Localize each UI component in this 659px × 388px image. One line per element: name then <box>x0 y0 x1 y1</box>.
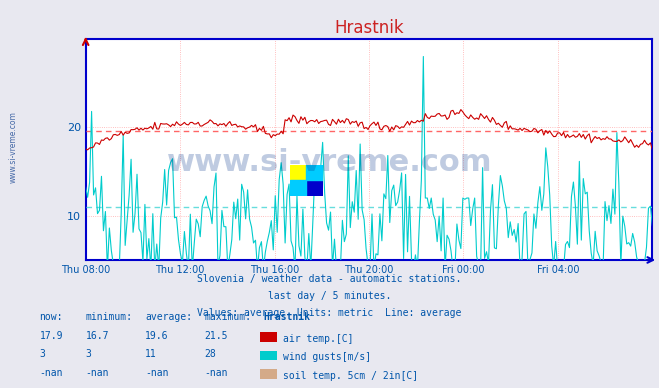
Text: -nan: -nan <box>204 386 228 388</box>
Text: 3: 3 <box>40 349 45 359</box>
Text: -nan: -nan <box>204 368 228 378</box>
Text: -nan: -nan <box>40 368 63 378</box>
Text: wind gusts[m/s]: wind gusts[m/s] <box>283 352 372 362</box>
Text: Slovenia / weather data - automatic stations.: Slovenia / weather data - automatic stat… <box>197 274 462 284</box>
Text: maximum:: maximum: <box>204 312 251 322</box>
Text: 21.5: 21.5 <box>204 331 228 341</box>
Bar <box>306 180 323 196</box>
Text: 17.9: 17.9 <box>40 331 63 341</box>
Text: 11: 11 <box>145 349 157 359</box>
Text: average:: average: <box>145 312 192 322</box>
Text: now:: now: <box>40 312 63 322</box>
Bar <box>290 180 306 196</box>
Text: soil temp. 5cm / 2in[C]: soil temp. 5cm / 2in[C] <box>283 371 418 381</box>
Text: 3: 3 <box>86 349 92 359</box>
Text: -nan: -nan <box>86 386 109 388</box>
Bar <box>306 165 323 180</box>
Bar <box>290 165 306 180</box>
Text: 16.7: 16.7 <box>86 331 109 341</box>
Text: last day / 5 minutes.: last day / 5 minutes. <box>268 291 391 301</box>
Text: -nan: -nan <box>86 368 109 378</box>
Text: www.si-vreme.com: www.si-vreme.com <box>9 111 18 184</box>
Text: -nan: -nan <box>145 386 169 388</box>
Text: Hrastnik: Hrastnik <box>264 312 310 322</box>
Text: www.si-vreme.com: www.si-vreme.com <box>167 149 492 177</box>
Title: Hrastnik: Hrastnik <box>334 19 404 37</box>
Text: 19.6: 19.6 <box>145 331 169 341</box>
Text: air temp.[C]: air temp.[C] <box>283 334 354 344</box>
Text: 28: 28 <box>204 349 216 359</box>
Text: Values: average  Units: metric  Line: average: Values: average Units: metric Line: aver… <box>197 308 462 319</box>
Text: -nan: -nan <box>145 368 169 378</box>
Text: minimum:: minimum: <box>86 312 132 322</box>
Text: -nan: -nan <box>40 386 63 388</box>
